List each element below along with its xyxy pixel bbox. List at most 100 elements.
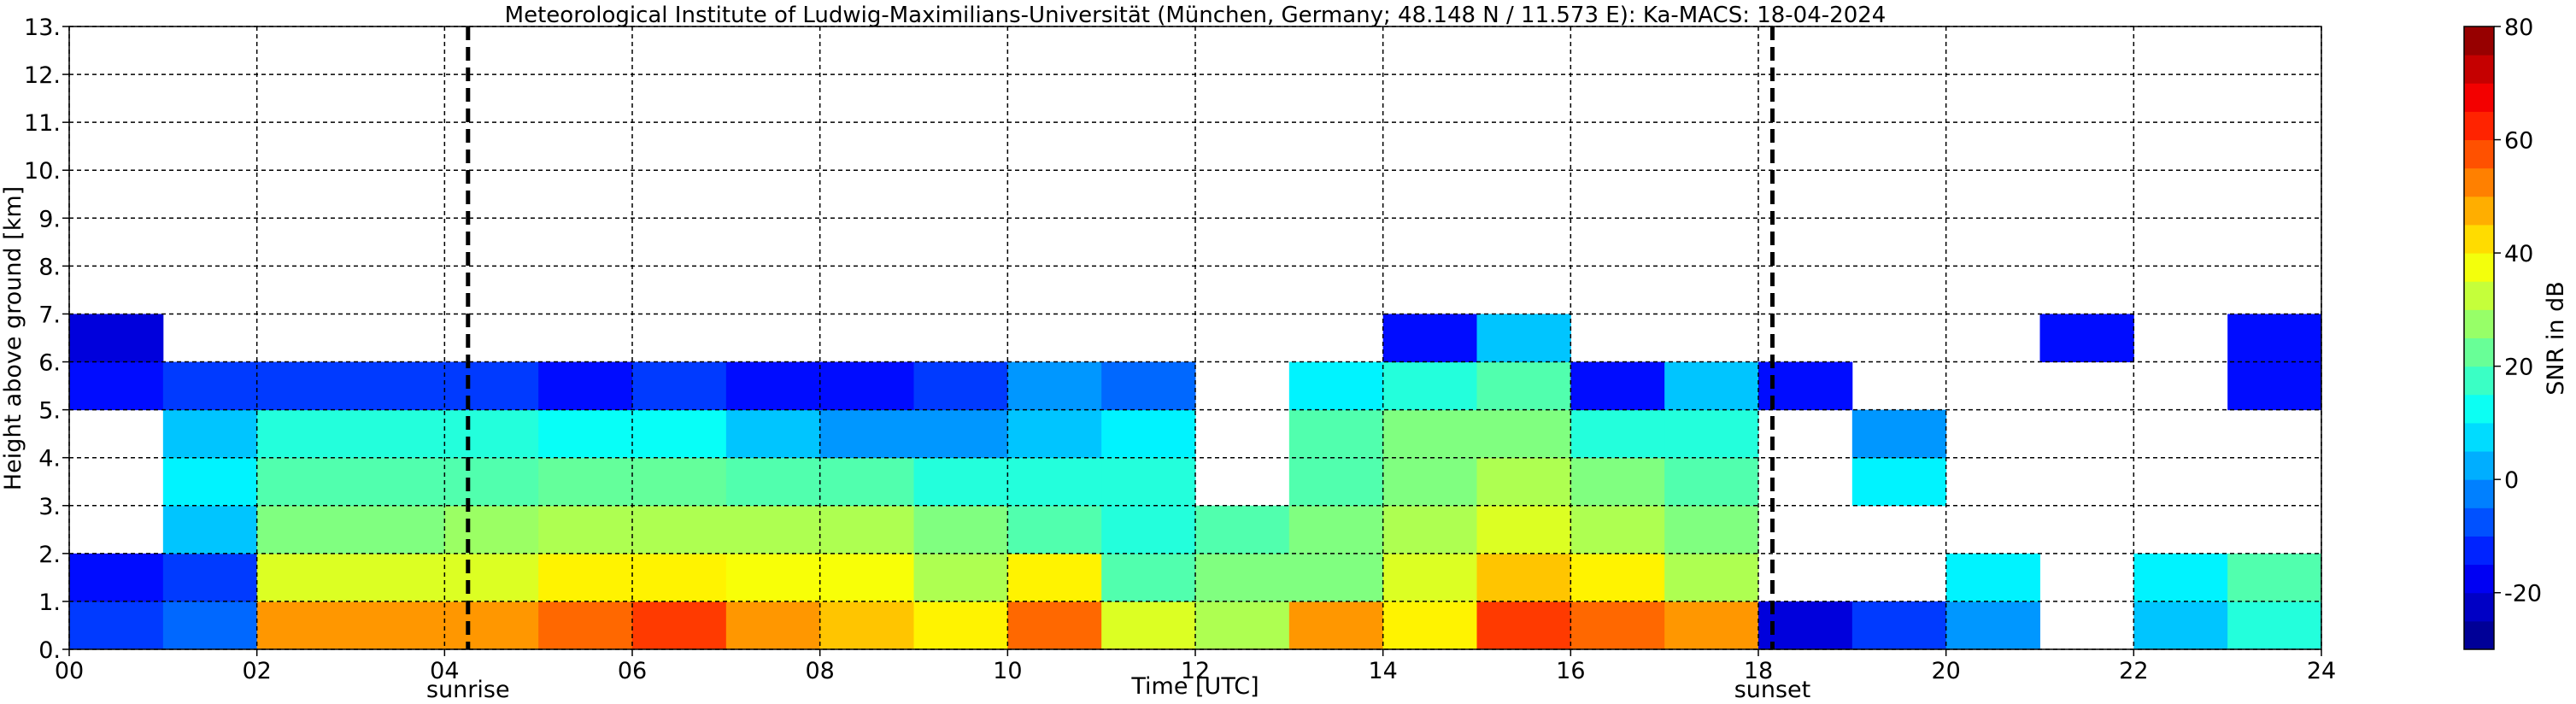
heatmap-cell [1570,505,1665,554]
heatmap-cell [1476,553,1571,602]
heatmap-cell [1101,457,1196,507]
x-tick-label: 04 [430,658,459,684]
heatmap-cell [725,361,821,411]
x-axis-label: Time [UTC] [1130,673,1259,700]
annotation-label: sunrise [426,677,510,703]
heatmap-cell [538,505,633,554]
heatmap-cell [162,505,258,554]
colorbar-step [2464,422,2494,452]
heatmap-cell [725,505,821,554]
heatmap-cell [538,457,633,507]
heatmap-cell [1288,505,1384,554]
heatmap-cell [1664,553,1759,602]
heatmap-cell [1195,505,1290,554]
heatmap-cell [2227,553,2322,602]
heatmap-cell [1476,361,1571,411]
colorbar-step [2464,309,2494,338]
heatmap-cell [2039,314,2134,363]
colorbar-step [2464,536,2494,566]
x-tick-label: 14 [1368,658,1397,684]
heatmap-cell [69,314,164,363]
heatmap-cell [256,409,351,459]
colorbar-step [2464,224,2494,254]
heatmap-cell [1382,553,1477,602]
heatmap-cell [1101,361,1196,411]
y-tick-label: 1. [38,590,61,616]
heatmap-cell [819,409,914,459]
heatmap-cell [350,553,445,602]
heatmap-cell [162,601,258,650]
colorbar-step [2464,592,2494,622]
heatmap-cell [1570,457,1665,507]
heatmap-cell [69,601,164,650]
heatmap-cell [1288,601,1384,650]
heatmap-cell [913,505,1008,554]
x-tick-label: 20 [1931,658,1960,684]
heatmap-cell [1664,505,1759,554]
heatmap-cell [913,601,1008,650]
heatmap-cell [162,457,258,507]
colorbar-tick-label: -20 [2504,581,2542,607]
heatmap-cell [1851,409,1947,459]
heatmap-cell [256,361,351,411]
heatmap-cell [819,553,914,602]
heatmap-cell [1007,361,1102,411]
heatmap-cell [632,505,727,554]
heatmap-cell [1101,505,1196,554]
x-tick-label: 22 [2119,658,2148,684]
heatmap-cell [1476,505,1571,554]
y-tick-label: 13. [24,15,61,41]
heatmap-cell [1288,457,1384,507]
heatmap-cell [350,409,445,459]
heatmap-cell [1195,553,1290,602]
chart-title: Meteorological Institute of Ludwig-Maxim… [505,3,1887,28]
y-tick-label: 2. [38,542,61,568]
y-tick-label: 3. [38,494,61,520]
colorbar-step [2464,564,2494,594]
heatmap-cell [725,409,821,459]
y-tick-label: 9. [38,206,61,232]
colorbar-step [2464,111,2494,141]
heatmap-cell [256,457,351,507]
heatmap-cell [1570,601,1665,650]
heatmap-cell [256,553,351,602]
heatmap-cell [1570,553,1665,602]
heatmap-cell [1664,361,1759,411]
heatmap-cell [2227,601,2322,650]
heatmap-cell [1851,601,1947,650]
heatmap-cell [350,457,445,507]
heatmap-cell [1382,601,1477,650]
x-tick-label: 02 [242,658,271,684]
heatmap-cell [913,553,1008,602]
heatmap-cell [538,361,633,411]
heatmap-cell [538,409,633,459]
colorbar-step [2464,337,2494,367]
heatmap-cell [444,409,539,459]
colorbar-step [2464,253,2494,282]
colorbar-tick-label: 0 [2504,467,2519,494]
heatmap-cell [1382,409,1477,459]
plot-frame [68,26,2322,650]
heatmap-cell [819,361,914,411]
heatmap-cell [1007,505,1102,554]
x-tick-label: 18 [1744,658,1773,684]
heatmap-cell [1851,457,1947,507]
colorbar-step [2464,451,2494,480]
heatmap-cell [819,457,914,507]
heatmap-cell [444,601,539,650]
y-tick-label: 10. [24,158,61,185]
heatmap-cell [162,409,258,459]
heatmap-cell [1476,314,1571,363]
heatmap-cell [1007,601,1102,650]
heatmap-cell [444,553,539,602]
heatmap-cell [538,553,633,602]
heatmap-cell [2133,553,2228,602]
y-tick-label: 7. [38,302,61,328]
heatmap-cell [632,553,727,602]
colorbar-tick-label: 40 [2504,241,2533,267]
heatmap-cell [1570,361,1665,411]
heatmap-cell [162,553,258,602]
colorbar-frame [2463,26,2495,650]
x-tick-label: 10 [993,658,1022,684]
